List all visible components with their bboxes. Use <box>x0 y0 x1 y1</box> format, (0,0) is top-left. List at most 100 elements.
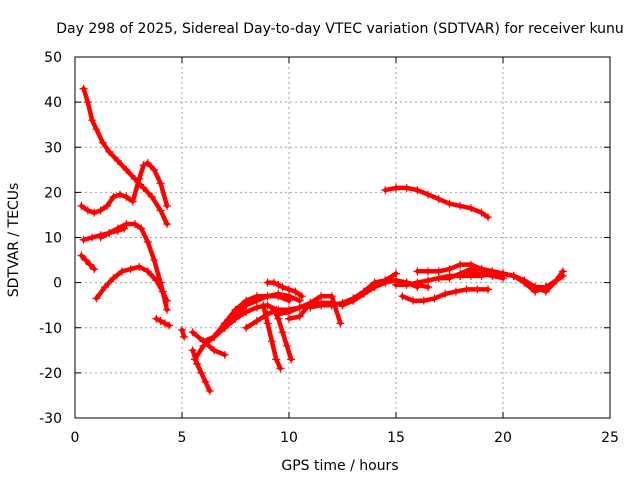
data-point <box>126 265 135 274</box>
data-point <box>188 346 197 355</box>
data-point <box>231 305 240 314</box>
series-line <box>154 316 172 328</box>
data-point <box>317 301 326 310</box>
data-point <box>291 287 300 296</box>
series-arc-6 <box>96 224 129 242</box>
data-point <box>434 274 443 283</box>
data-point <box>210 332 219 341</box>
data-point <box>287 355 296 364</box>
data-point <box>85 260 94 269</box>
data-point <box>135 174 144 183</box>
series-arc-28 <box>456 267 567 296</box>
data-point <box>88 116 97 125</box>
data-point <box>402 280 411 289</box>
data-point <box>541 287 550 296</box>
y-tick-label: 10 <box>44 231 62 247</box>
data-point <box>381 186 390 195</box>
data-point <box>295 303 304 312</box>
data-point <box>359 287 368 296</box>
data-point <box>445 199 454 208</box>
data-point <box>295 312 304 321</box>
data-point <box>267 337 276 346</box>
data-point <box>285 296 293 305</box>
data-point <box>488 269 497 278</box>
data-point <box>139 161 148 170</box>
data-point <box>163 219 172 228</box>
data-point <box>462 285 471 294</box>
data-point <box>531 283 540 292</box>
data-point <box>441 289 450 298</box>
data-point <box>143 238 152 247</box>
data-point <box>242 323 251 332</box>
data-point <box>285 307 293 316</box>
data-point <box>370 278 379 287</box>
data-point <box>456 271 465 280</box>
data-point <box>118 267 127 276</box>
data-point <box>274 292 283 301</box>
series-arc-9 <box>188 346 214 395</box>
data-point <box>413 278 422 287</box>
data-point <box>409 296 418 305</box>
y-tick-label: 50 <box>44 50 62 66</box>
series-arc-13 <box>210 292 293 341</box>
data-point <box>509 271 518 280</box>
data-point <box>466 265 475 274</box>
data-point <box>558 267 567 276</box>
data-point <box>259 301 268 310</box>
data-point <box>220 350 229 359</box>
data-point <box>456 260 465 269</box>
data-point <box>274 310 283 319</box>
data-point <box>156 206 165 215</box>
data-point <box>278 283 287 292</box>
data-point <box>295 296 304 305</box>
data-point <box>398 292 407 301</box>
data-point <box>180 332 189 341</box>
data-point <box>163 305 172 314</box>
data-point <box>130 219 139 228</box>
x-tick-labels: 0 5 10 15 20 25 <box>71 430 619 446</box>
x-tick-label: 5 <box>178 430 187 446</box>
data-point <box>113 226 122 235</box>
series-arc-20 <box>306 269 400 312</box>
series-arc-4 <box>77 251 99 274</box>
data-point <box>242 296 251 305</box>
data-point <box>178 326 186 335</box>
data-point <box>424 190 433 199</box>
data-point <box>242 307 251 316</box>
data-point <box>413 267 422 276</box>
data-point <box>152 276 161 285</box>
data-point <box>113 156 122 165</box>
data-point <box>122 219 131 228</box>
data-point <box>473 285 482 294</box>
series-line <box>190 330 228 358</box>
data-point <box>272 355 281 364</box>
data-point <box>349 296 358 305</box>
data-point <box>252 316 261 325</box>
data-point <box>109 274 118 283</box>
series-line <box>81 86 170 227</box>
y-tick-label: 0 <box>53 276 62 292</box>
y-tick-label: 40 <box>44 95 62 111</box>
data-point <box>100 283 109 292</box>
data-point <box>156 179 165 188</box>
data-point <box>336 319 345 328</box>
data-point <box>252 292 261 301</box>
data-point <box>150 256 159 265</box>
x-tick-label: 25 <box>601 430 619 446</box>
data-point <box>424 267 433 276</box>
data-point <box>103 201 112 210</box>
data-point <box>156 316 165 325</box>
x-axis-label: GPS time / hours <box>281 458 398 474</box>
data-point <box>163 296 172 305</box>
data-point <box>120 224 129 233</box>
data-point <box>520 276 529 285</box>
data-point <box>424 276 433 285</box>
data-point <box>220 319 229 328</box>
data-point <box>327 301 336 310</box>
data-point <box>252 303 261 312</box>
data-point <box>92 125 101 134</box>
data-point <box>139 183 148 192</box>
data-point <box>445 274 454 283</box>
data-point <box>445 265 454 274</box>
data-point <box>424 283 433 292</box>
